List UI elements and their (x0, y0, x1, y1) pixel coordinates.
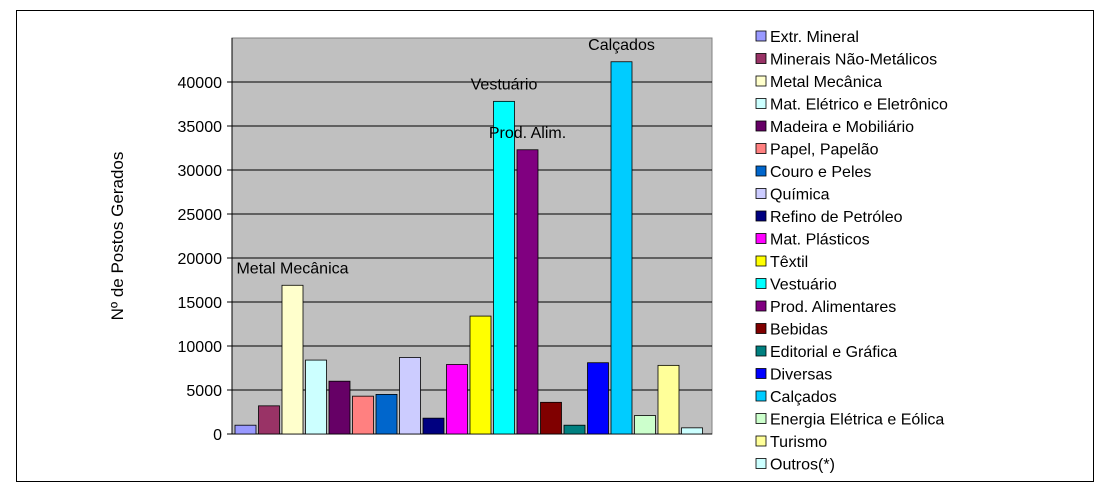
legend-label: Vestuário (770, 277, 837, 294)
y-tick-label: 30000 (178, 163, 223, 180)
legend-swatch (755, 30, 767, 42)
bar-14 (540, 401, 562, 435)
legend-label: Refino de Petróleo (770, 209, 903, 226)
bar-1 (234, 424, 257, 435)
bar-12 (493, 100, 515, 435)
legend-swatch (755, 98, 767, 109)
annotation-label: Metal Mecânica (236, 260, 348, 277)
legend-swatch (755, 368, 767, 379)
legend-label: Mat. Plásticos (770, 232, 870, 249)
y-tick-label: 35000 (178, 119, 223, 136)
bar-15 (563, 424, 586, 435)
legend-swatch (755, 143, 767, 154)
bar-10 (446, 364, 468, 435)
legend-label: Couro e Peles (770, 164, 871, 181)
legend-label: Metal Mecânica (770, 74, 882, 91)
legend-swatch (755, 278, 767, 289)
legend-swatch (755, 435, 767, 447)
legend-label: Calçados (770, 389, 837, 406)
annotation-label: Prod. Alim. (489, 125, 566, 142)
legend-swatch (755, 458, 767, 469)
bar-7 (375, 393, 398, 435)
legend-swatch (755, 300, 767, 312)
legend-label: Turismo (770, 434, 827, 451)
legend-swatch (755, 323, 767, 334)
legend-label: Outros(*) (770, 457, 835, 474)
y-tick-label: 15000 (178, 295, 223, 312)
legend-label: Bebidas (770, 322, 828, 339)
annotation-label: Calçados (588, 37, 655, 54)
bar-16 (587, 362, 609, 435)
legend-label: Minerais Não-Metálicos (770, 52, 937, 69)
legend-label: Editorial e Gráfica (770, 344, 897, 361)
bar-11 (469, 315, 492, 435)
y-tick-label: 10000 (178, 339, 223, 356)
bar-4 (305, 359, 327, 435)
y-tick-label: 40000 (178, 75, 223, 92)
legend-label: Extr. Mineral (770, 29, 859, 46)
legend-label: Química (770, 187, 830, 204)
legend-swatch (755, 255, 767, 267)
legend-label: Têxtil (770, 254, 808, 271)
legend-label: Papel, Papelão (770, 142, 879, 159)
legend-swatch (755, 165, 767, 177)
y-tick-label: 25000 (178, 207, 223, 224)
legend-label: Diversas (770, 367, 832, 384)
legend-label: Energia Elétrica e Eólica (770, 412, 944, 429)
bar-9 (422, 417, 445, 435)
legend-label: Prod. Alimentares (770, 299, 896, 316)
y-tick-label: 20000 (178, 251, 223, 268)
bar-19 (657, 364, 680, 435)
bar-18 (634, 415, 656, 435)
legend-swatch (755, 345, 767, 357)
legend-swatch (755, 413, 767, 424)
legend-label: Madeira e Mobiliário (770, 119, 914, 136)
bar-6 (352, 395, 374, 435)
legend-swatch (755, 120, 767, 132)
bar-2 (258, 405, 280, 435)
y-tick-label: 5000 (186, 383, 222, 400)
y-tick-label: 0 (213, 427, 222, 444)
bar-13 (516, 149, 539, 435)
bar-20 (681, 427, 703, 435)
legend-swatch (755, 53, 767, 64)
bar-17 (610, 61, 633, 435)
y-axis-label: Nº de Postos Gerados (108, 152, 127, 321)
annotation-label: Vestuário (471, 76, 538, 93)
bar-3 (281, 284, 304, 435)
legend-swatch (755, 210, 767, 222)
bar-5 (328, 380, 351, 435)
legend-swatch (755, 390, 767, 402)
legend-swatch (755, 75, 767, 87)
legend-label: Mat. Elétrico e Eletrônico (770, 97, 948, 114)
legend-swatch (755, 188, 767, 199)
legend-swatch (755, 233, 767, 244)
bar-8 (399, 357, 421, 435)
